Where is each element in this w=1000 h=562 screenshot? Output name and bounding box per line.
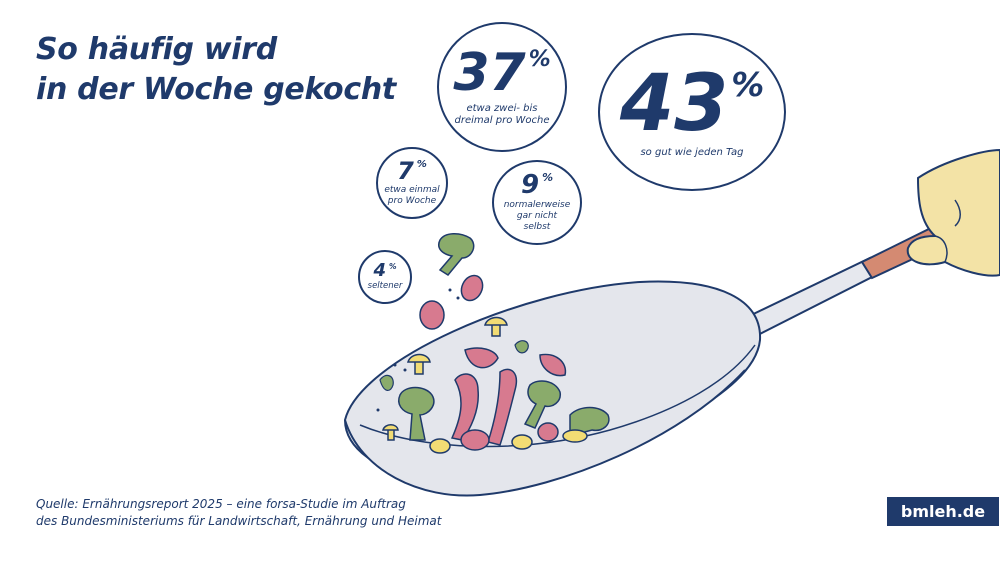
- stat-bubble-two-three-times: 37% etwa zwei- bis dreimal pro Woche: [437, 22, 567, 152]
- brand-badge[interactable]: bmleh.de: [887, 497, 999, 526]
- source-note: Quelle: Ernährungsreport 2025 – eine for…: [36, 497, 442, 528]
- stat-value: 4: [373, 260, 386, 282]
- percent-sign: %: [528, 47, 551, 73]
- stat-bubble-once-weekly: 7% etwa einmal pro Woche: [376, 147, 448, 219]
- percent-sign: %: [388, 262, 397, 272]
- stat-value: 43: [619, 58, 729, 149]
- stat-label: etwa zwei- bis dreimal pro Woche: [454, 102, 550, 127]
- stat-bubble-less-often: 4% seltener: [358, 250, 412, 304]
- percent-sign: %: [542, 170, 554, 184]
- stat-value: 7: [397, 156, 414, 185]
- stat-label: normalerweise gar nicht selbst: [503, 199, 571, 233]
- stat-value: 37: [453, 42, 526, 103]
- stat-label: etwa einmal pro Woche: [384, 184, 440, 206]
- stat-value: 9: [520, 169, 540, 200]
- stat-bubble-not-at-all: 9% normalerweise gar nicht selbst: [492, 160, 582, 245]
- percent-sign: %: [416, 158, 427, 170]
- page-title: So häufig wird in der Woche gekocht: [36, 32, 396, 107]
- hand: [906, 148, 1000, 277]
- percent-sign: %: [731, 65, 765, 104]
- vegetables: [376, 233, 610, 454]
- stat-label: so gut wie jeden Tag: [640, 146, 744, 158]
- stat-bubble-daily: 43% so gut wie jeden Tag: [598, 33, 786, 191]
- stat-label: seltener: [367, 281, 403, 292]
